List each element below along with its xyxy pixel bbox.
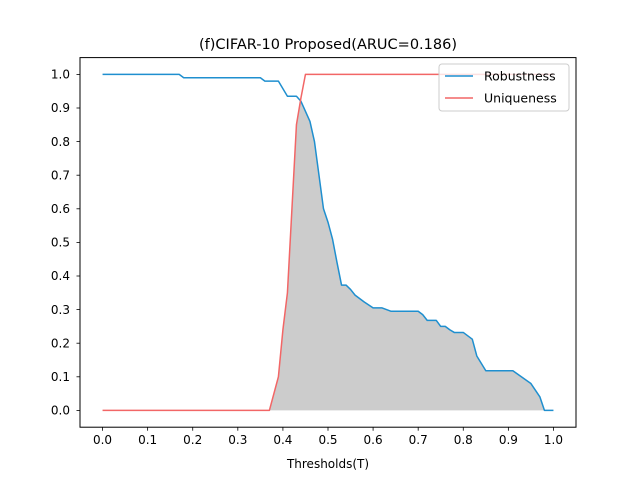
x-tick-label: 0.3 bbox=[228, 433, 247, 447]
fill-between-area bbox=[102, 101, 554, 411]
y-tick-label: 1.0 bbox=[51, 68, 70, 82]
series-line-robustness bbox=[102, 73, 554, 412]
x-tick-label: 0.6 bbox=[364, 433, 383, 447]
x-tick-label: 0.2 bbox=[183, 433, 202, 447]
y-tick-label: 0.8 bbox=[51, 135, 70, 149]
x-tick-label: 0.9 bbox=[499, 433, 518, 447]
x-tick-label: 0.8 bbox=[454, 433, 473, 447]
y-tick-label: 0.3 bbox=[51, 303, 70, 317]
y-tick-label: 0.7 bbox=[51, 168, 70, 182]
series-lines bbox=[102, 73, 554, 412]
y-axis-ticks: 0.0 0.1 0.2 0.3 0.4 0.5 0.6 0.7 0.8 0.9 1.0 bbox=[51, 68, 80, 418]
x-tick-label: 0.4 bbox=[273, 433, 292, 447]
x-tick-label: 0.5 bbox=[318, 433, 337, 447]
y-tick-label: 0.2 bbox=[51, 336, 70, 350]
legend: Robustness Uniqueness bbox=[438, 63, 570, 112]
y-tick-label: 0.4 bbox=[51, 269, 70, 283]
chart-title: (f)CIFAR-10 Proposed(ARUC=0.186) bbox=[199, 37, 457, 53]
y-tick-label: 0.0 bbox=[51, 404, 70, 418]
y-tick-label: 0.5 bbox=[51, 236, 70, 250]
y-tick-label: 0.1 bbox=[51, 370, 70, 384]
y-tick-label: 0.9 bbox=[51, 101, 70, 115]
y-tick-label: 0.6 bbox=[51, 202, 70, 216]
x-axis-ticks: 0.0 0.1 0.2 0.3 0.4 0.5 0.6 0.7 0.8 0.9 1.0 bbox=[93, 427, 563, 447]
legend-label-uniqueness: Uniqueness bbox=[484, 91, 557, 106]
x-tick-label: 0.1 bbox=[138, 433, 157, 447]
area-under-both-curves bbox=[102, 101, 554, 411]
x-tick-label: 0.0 bbox=[93, 433, 112, 447]
x-tick-label: 0.7 bbox=[409, 433, 428, 447]
x-tick-label: 1.0 bbox=[544, 433, 563, 447]
x-axis-label: Thresholds(T) bbox=[286, 457, 369, 471]
series-line-uniqueness bbox=[102, 73, 554, 412]
legend-label-robustness: Robustness bbox=[484, 69, 556, 84]
